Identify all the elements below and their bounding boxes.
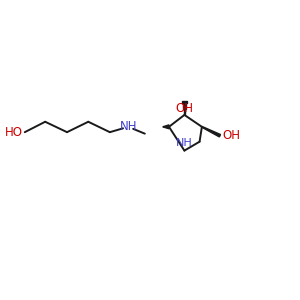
Text: NH: NH (119, 120, 137, 133)
Polygon shape (202, 127, 220, 137)
Polygon shape (182, 100, 187, 103)
Polygon shape (184, 110, 185, 112)
Text: HO: HO (4, 126, 22, 139)
Polygon shape (163, 125, 169, 129)
Text: OH: OH (176, 102, 194, 116)
Text: OH: OH (223, 129, 241, 142)
Polygon shape (183, 103, 186, 106)
Polygon shape (183, 106, 186, 109)
Text: NH: NH (176, 138, 193, 148)
